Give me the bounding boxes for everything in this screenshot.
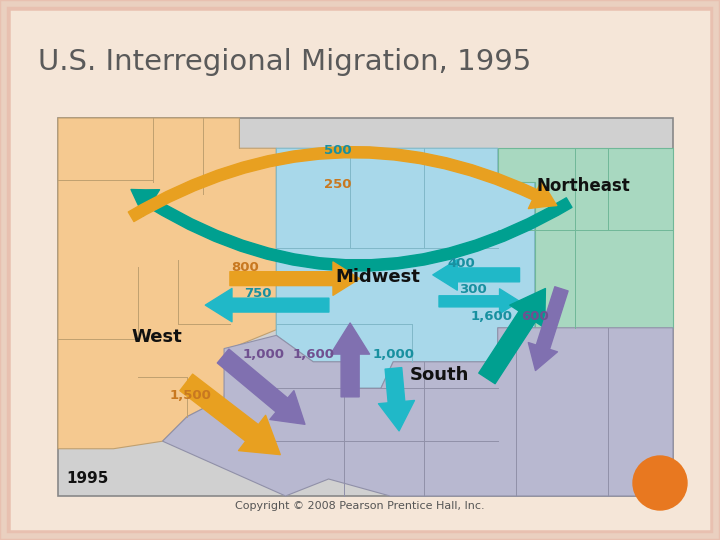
Text: 1,600: 1,600 — [292, 348, 334, 361]
FancyArrowPatch shape — [433, 260, 520, 290]
Text: 1,600: 1,600 — [471, 310, 513, 323]
Polygon shape — [276, 148, 535, 388]
FancyArrowPatch shape — [379, 368, 415, 431]
FancyArrowPatch shape — [230, 262, 360, 295]
FancyArrowPatch shape — [217, 349, 305, 424]
Text: Copyright © 2008 Pearson Prentice Hall, Inc.: Copyright © 2008 Pearson Prentice Hall, … — [235, 501, 485, 511]
Text: 1,000: 1,000 — [372, 348, 414, 361]
Text: 300: 300 — [459, 284, 487, 296]
Text: 500: 500 — [324, 144, 351, 157]
FancyArrowPatch shape — [205, 288, 329, 322]
FancyArrowPatch shape — [180, 374, 280, 455]
FancyArrowPatch shape — [330, 323, 369, 397]
Text: South: South — [410, 366, 469, 384]
Polygon shape — [163, 328, 673, 496]
Text: 1995: 1995 — [66, 471, 109, 486]
Text: 1,500: 1,500 — [169, 389, 211, 402]
Text: 600: 600 — [521, 310, 549, 323]
Text: 400: 400 — [447, 257, 474, 270]
Text: 1,000: 1,000 — [243, 348, 285, 361]
Text: 800: 800 — [232, 261, 259, 274]
Text: 250: 250 — [324, 178, 351, 191]
FancyArrowPatch shape — [131, 190, 572, 271]
Text: West: West — [131, 328, 181, 346]
Text: Midwest: Midwest — [336, 268, 420, 286]
FancyArrowPatch shape — [479, 288, 546, 384]
Text: 750: 750 — [244, 287, 271, 300]
Bar — [58, 118, 673, 496]
Text: Northeast: Northeast — [537, 177, 631, 195]
FancyArrowPatch shape — [528, 287, 568, 370]
FancyArrowPatch shape — [439, 289, 520, 314]
Polygon shape — [498, 148, 673, 328]
Polygon shape — [58, 118, 276, 449]
Circle shape — [633, 456, 687, 510]
FancyArrowPatch shape — [128, 146, 557, 221]
Text: U.S. Interregional Migration, 1995: U.S. Interregional Migration, 1995 — [38, 48, 531, 76]
